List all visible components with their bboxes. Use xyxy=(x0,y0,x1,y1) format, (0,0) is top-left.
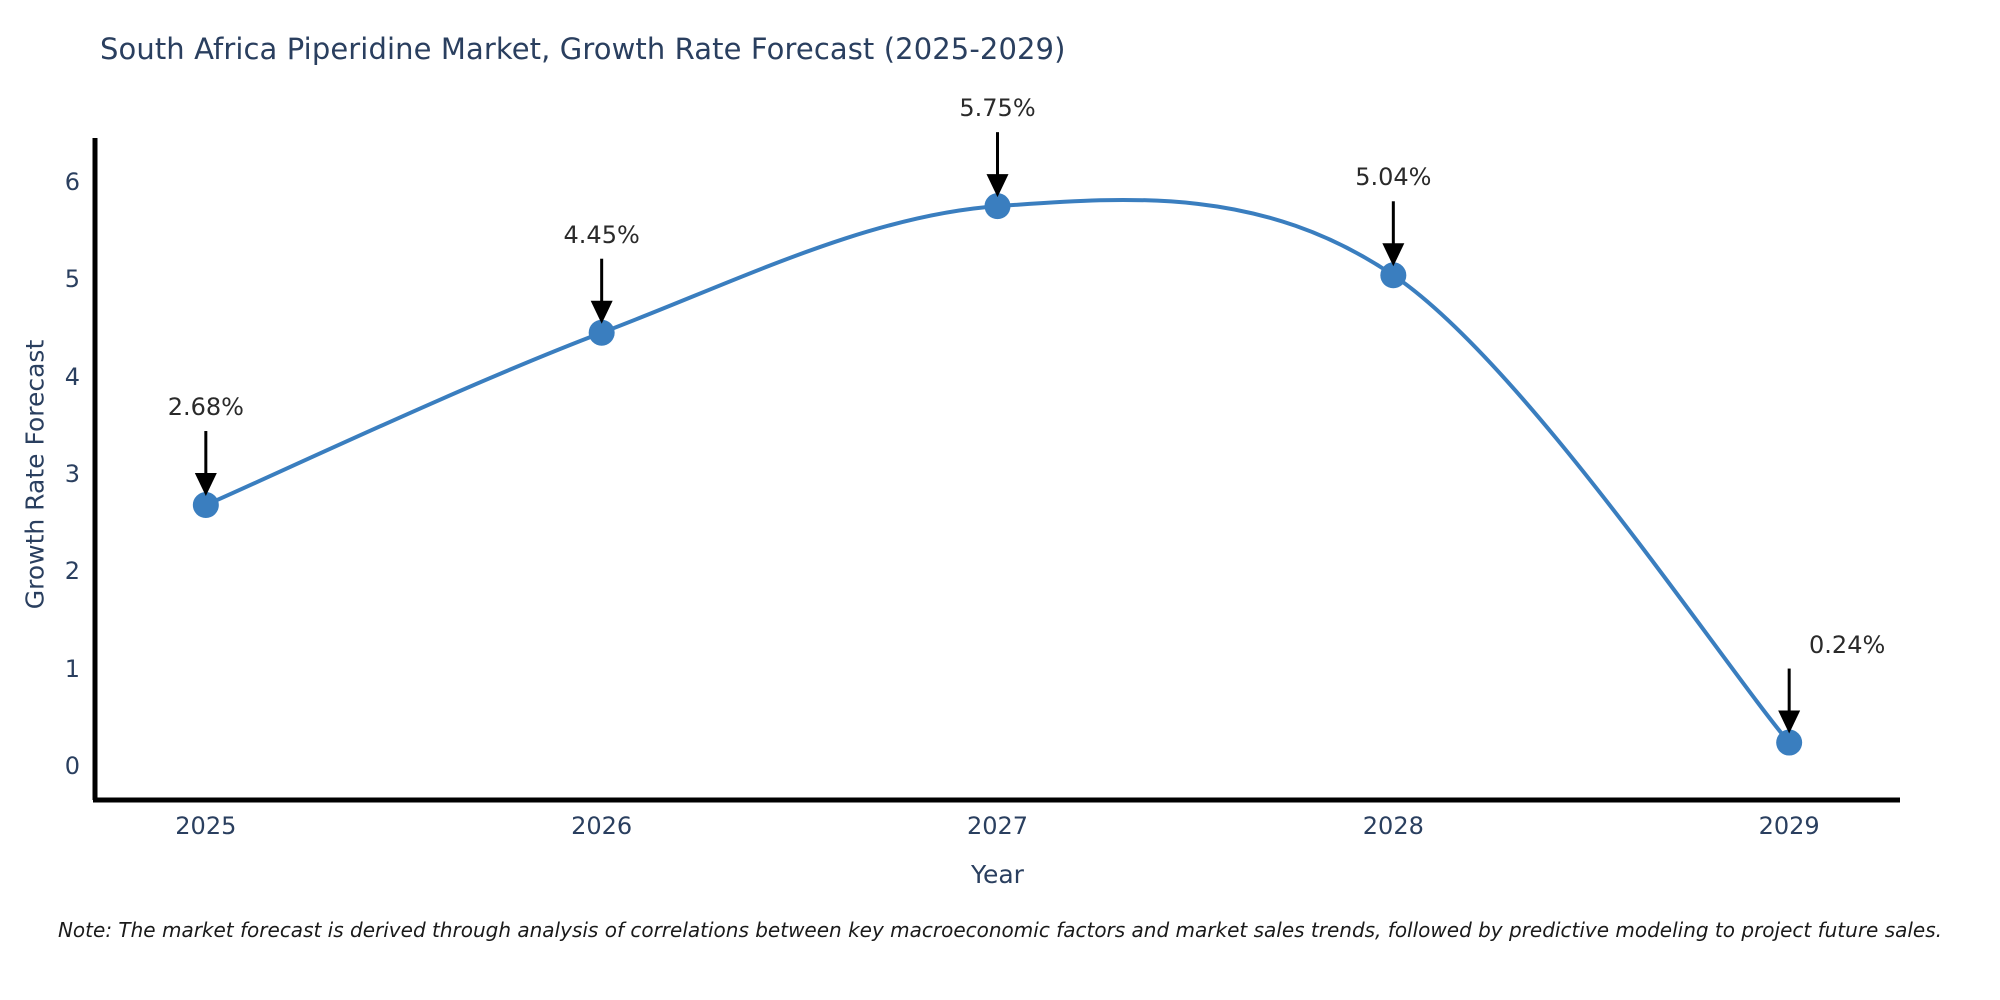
annotation-arrow-head xyxy=(1778,710,1801,734)
data-point-markers xyxy=(192,193,1803,756)
data-point-label: 0.24% xyxy=(1809,630,1886,659)
annotation-arrow-head xyxy=(986,174,1009,198)
x-axis-tick-label: 2029 xyxy=(1758,812,1820,840)
data-point-marker[interactable] xyxy=(588,319,615,346)
y-axis-tick-label: 4 xyxy=(64,362,80,391)
footnote-text: Note: The market forecast is derived thr… xyxy=(57,918,1943,942)
annotation-arrows xyxy=(194,132,1801,734)
data-point-marker[interactable] xyxy=(192,492,219,519)
data-point-label: 4.45% xyxy=(563,220,640,249)
data-point-label: 2.68% xyxy=(167,393,244,422)
y-axis-tick-label: 2 xyxy=(64,557,80,586)
x-axis-tick-label: 2027 xyxy=(966,812,1029,840)
y-axis-tick-label: 1 xyxy=(64,654,80,683)
data-series-line xyxy=(203,197,1792,745)
page-title: South Africa Piperidine Market, Growth R… xyxy=(100,32,1066,66)
data-point-label: 5.75% xyxy=(959,94,1036,123)
x-axis-title: Year xyxy=(971,860,1024,889)
y-axis-tick-labels: 0 1 2 3 4 5 6 xyxy=(20,0,80,1000)
y-axis-tick-label: 3 xyxy=(64,459,80,488)
data-point-label: 5.04% xyxy=(1355,163,1432,192)
y-axis-tick-label: 5 xyxy=(64,265,80,294)
annotation-arrow-head xyxy=(1382,243,1405,267)
annotation-arrow-head xyxy=(590,300,613,324)
x-axis-tick-label: 2028 xyxy=(1362,812,1424,840)
y-axis-tick-label: 0 xyxy=(64,751,80,780)
x-axis-tick-label: 2025 xyxy=(175,812,237,840)
annotation-arrow-head xyxy=(194,473,217,497)
data-point-marker[interactable] xyxy=(984,193,1011,220)
data-point-marker[interactable] xyxy=(1776,729,1803,756)
data-point-marker[interactable] xyxy=(1380,262,1407,289)
axis-lines xyxy=(92,138,1900,803)
x-axis-tick-label: 2026 xyxy=(571,812,633,840)
y-axis-tick-label: 6 xyxy=(64,167,80,196)
